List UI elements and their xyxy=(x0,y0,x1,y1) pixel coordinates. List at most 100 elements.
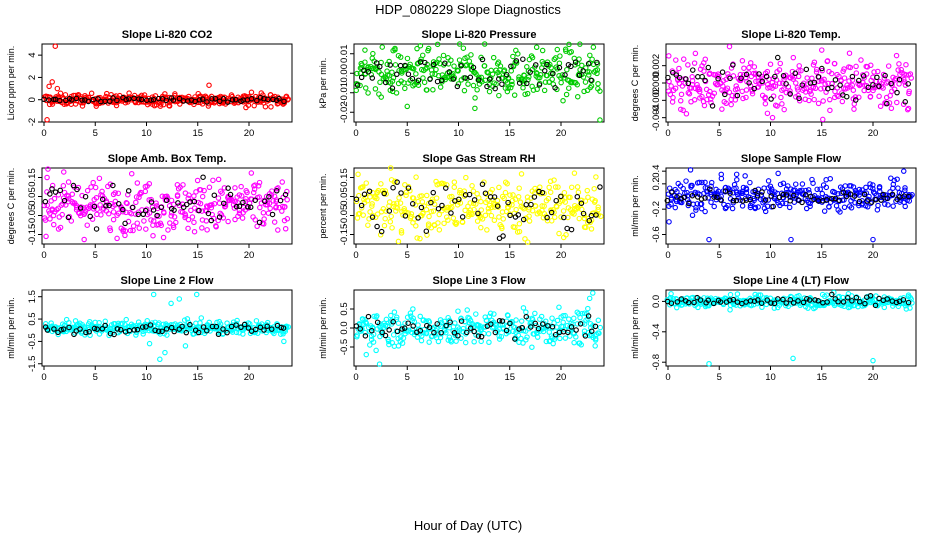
data-point xyxy=(581,310,588,316)
data-point xyxy=(268,326,275,332)
data-point xyxy=(444,182,450,188)
data-point xyxy=(696,88,703,95)
data-point xyxy=(107,227,114,234)
data-point xyxy=(478,333,485,340)
data-point xyxy=(528,201,534,208)
data-point xyxy=(861,191,868,198)
data-point xyxy=(486,76,493,82)
data-point xyxy=(811,79,818,86)
data-point xyxy=(699,179,705,186)
data-point xyxy=(507,212,513,219)
data-point xyxy=(374,313,380,319)
data-point xyxy=(823,184,830,191)
data-point xyxy=(693,207,699,213)
data-point xyxy=(796,68,802,74)
data-point xyxy=(723,100,729,107)
data-point xyxy=(500,216,506,222)
data-point xyxy=(451,329,458,336)
data-point xyxy=(575,310,582,317)
series-black xyxy=(664,291,912,309)
data-point xyxy=(592,343,598,349)
data-point xyxy=(767,61,774,67)
data-point xyxy=(248,170,255,176)
data-point xyxy=(574,321,581,327)
data-point xyxy=(53,206,60,213)
data-point xyxy=(157,220,164,227)
data-point xyxy=(478,224,484,231)
data-point xyxy=(205,210,212,217)
data-point xyxy=(85,98,92,105)
data-point xyxy=(173,219,179,226)
data-point xyxy=(229,97,236,103)
data-point xyxy=(725,71,731,77)
data-point xyxy=(787,91,793,97)
data-point xyxy=(437,334,444,341)
data-point xyxy=(524,194,531,200)
data-point xyxy=(908,193,914,200)
data-point xyxy=(876,188,883,195)
data-point xyxy=(711,194,717,200)
data-point xyxy=(556,304,562,311)
data-point xyxy=(435,205,442,212)
data-point xyxy=(499,81,505,87)
data-point xyxy=(266,200,273,206)
data-point xyxy=(490,54,497,61)
data-point xyxy=(415,77,422,84)
data-point xyxy=(79,192,85,199)
data-point xyxy=(232,216,238,223)
data-point xyxy=(691,299,697,306)
panel-title: Slope Line 4 (LT) Flow xyxy=(733,275,849,287)
data-point xyxy=(368,71,375,78)
data-point xyxy=(694,81,700,88)
data-point xyxy=(209,202,215,208)
data-point xyxy=(418,204,425,211)
data-point xyxy=(407,187,413,194)
data-point xyxy=(726,89,733,96)
data-point xyxy=(400,335,407,341)
data-point xyxy=(443,214,450,220)
data-point xyxy=(503,71,510,78)
data-point xyxy=(722,188,729,194)
data-point xyxy=(374,195,380,202)
data-point xyxy=(225,185,231,191)
data-point xyxy=(705,297,712,304)
data-point xyxy=(795,298,801,304)
y-tick-label: 0.0 xyxy=(339,321,350,334)
data-point xyxy=(142,188,149,195)
data-point xyxy=(780,296,786,303)
data-point xyxy=(57,187,63,194)
data-point xyxy=(834,92,840,99)
data-point xyxy=(81,236,87,243)
data-point xyxy=(396,195,402,201)
data-point xyxy=(456,196,462,203)
y-tick-label: 0 xyxy=(27,97,38,102)
data-point xyxy=(754,193,761,199)
data-point xyxy=(171,207,177,213)
data-point xyxy=(820,98,826,104)
data-point xyxy=(516,228,523,235)
data-point xyxy=(464,54,470,60)
y-tick-label: 0.000 xyxy=(651,71,662,95)
data-point xyxy=(529,316,536,323)
data-point xyxy=(813,69,820,75)
data-point xyxy=(496,235,503,242)
data-point xyxy=(405,320,411,326)
data-point xyxy=(673,72,679,78)
data-point xyxy=(676,65,682,72)
data-point xyxy=(48,320,54,326)
data-point xyxy=(561,189,568,196)
data-point xyxy=(279,179,285,185)
data-point xyxy=(133,194,140,200)
data-point xyxy=(239,215,246,221)
data-point xyxy=(412,329,418,336)
data-point xyxy=(511,92,518,98)
data-point xyxy=(280,325,287,331)
data-point xyxy=(853,63,859,70)
data-point xyxy=(394,205,401,211)
data-point xyxy=(536,82,543,88)
data-point xyxy=(408,211,415,217)
data-point xyxy=(182,213,189,219)
data-point xyxy=(524,80,530,87)
